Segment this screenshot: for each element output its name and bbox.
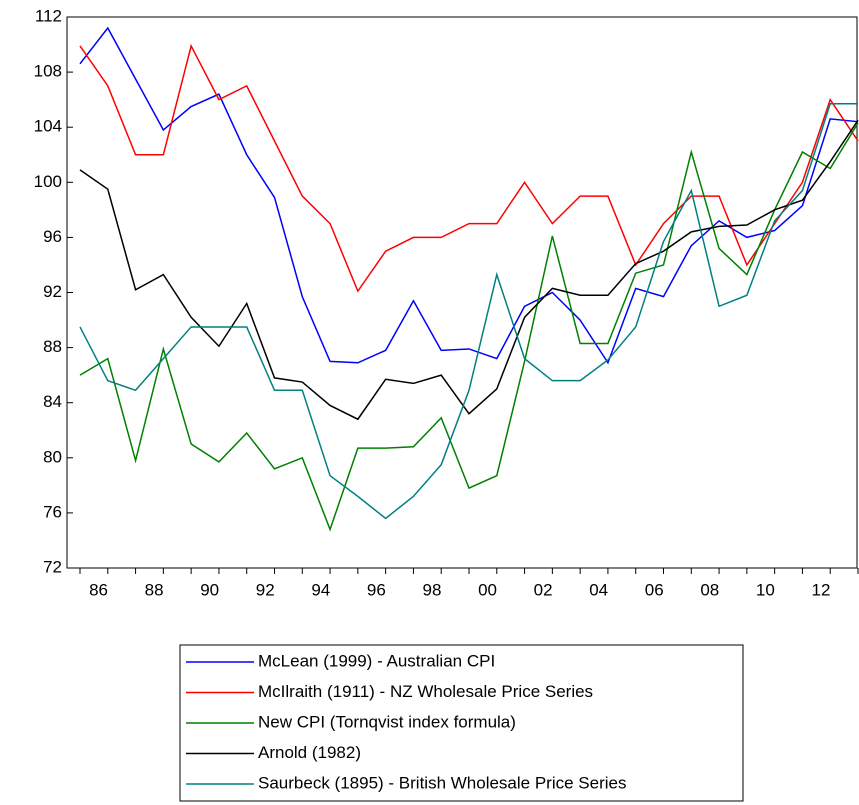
y-tick-label: 100 — [34, 172, 62, 191]
x-tick-label: 88 — [145, 580, 164, 599]
x-tick-label: 06 — [645, 580, 664, 599]
x-tick-label: 86 — [89, 580, 108, 599]
x-tick-label: 08 — [700, 580, 719, 599]
x-tick-label: 00 — [478, 580, 497, 599]
y-tick-label: 80 — [43, 447, 62, 466]
y-tick-label: 96 — [43, 227, 62, 246]
x-tick-label: 10 — [756, 580, 775, 599]
legend-label: New CPI (Tornqvist index formula) — [258, 712, 516, 731]
y-tick-label: 104 — [34, 117, 62, 136]
y-tick-label: 72 — [43, 557, 62, 576]
legend-label: Saurbeck (1895) - British Wholesale Pric… — [258, 773, 626, 792]
legend-box — [179, 644, 744, 802]
legend-label: Arnold (1982) — [258, 743, 361, 762]
plot-frame — [66, 16, 858, 569]
x-tick-label: 02 — [534, 580, 553, 599]
y-tick-label: 92 — [43, 282, 62, 301]
y-tick-label: 108 — [34, 62, 62, 81]
x-tick-label: 92 — [256, 580, 275, 599]
x-tick-label: 98 — [422, 580, 441, 599]
x-tick-label: 90 — [200, 580, 219, 599]
x-tick-label: 12 — [811, 580, 830, 599]
y-tick-label: 76 — [43, 502, 62, 521]
legend-label: McLean (1999) - Australian CPI — [258, 651, 495, 670]
y-tick-label: 112 — [35, 6, 62, 25]
series-line — [79, 119, 859, 421]
x-tick-label: 04 — [589, 580, 608, 599]
x-tick-label: 94 — [311, 580, 330, 599]
series-line — [79, 26, 859, 365]
y-tick-label: 88 — [43, 337, 62, 356]
series-line — [79, 122, 859, 532]
series-line — [79, 103, 858, 520]
legend-label: McIlraith (1911) - NZ Wholesale Price Se… — [258, 682, 593, 701]
y-tick-label: 84 — [43, 392, 62, 411]
x-tick-label: 96 — [367, 580, 386, 599]
series-line — [79, 43, 859, 293]
